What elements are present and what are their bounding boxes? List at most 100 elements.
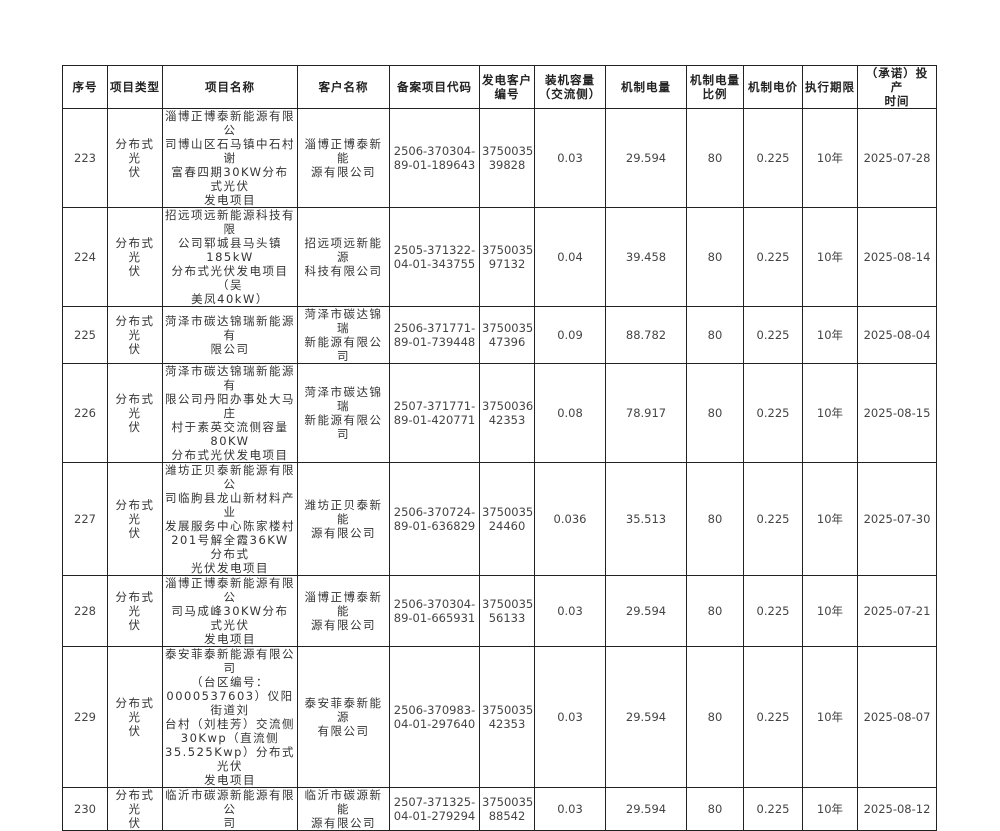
cell-index: 229 <box>62 646 108 788</box>
cell-project-name: 淄博正博泰新能源有限公 司马成峰30KW分布式光伏 发电项目 <box>162 575 298 647</box>
cell-filing-code: 2506-370304- 89-01-665931 <box>389 575 480 647</box>
cell-index: 230 <box>62 787 108 831</box>
header-col-project-name: 项目名称 <box>162 65 298 109</box>
cell-project-type: 分布式光 伏 <box>107 207 163 307</box>
cell-mechanism-price: 0.225 <box>743 646 803 788</box>
cell-term: 10年 <box>802 787 858 831</box>
cell-energy-ratio: 80 <box>686 787 744 831</box>
cell-filing-code: 2507-371325- 04-01-279294 <box>389 787 480 831</box>
cell-mechanism-energy: 29.594 <box>605 787 687 831</box>
cell-capacity: 0.04 <box>534 207 606 307</box>
cell-commission-date: 2025-07-30 <box>857 462 937 576</box>
cell-project-type: 分布式光 伏 <box>107 108 163 208</box>
cell-filing-code: 2506-370304- 89-01-189643 <box>389 108 480 208</box>
cell-energy-ratio: 80 <box>686 462 744 576</box>
cell-mechanism-energy: 29.594 <box>605 646 687 788</box>
cell-term: 10年 <box>802 575 858 647</box>
cell-capacity: 0.03 <box>534 108 606 208</box>
header-col-filing-code: 备案项目代码 <box>389 65 480 109</box>
cell-mechanism-price: 0.225 <box>743 787 803 831</box>
cell-filing-code: 2506-370983- 04-01-297640 <box>389 646 480 788</box>
cell-capacity: 0.09 <box>534 306 606 364</box>
table-row: 224 分布式光 伏招远项远新能源科技有限 公司郓城县马头镇185kW 分布式光伏… <box>62 207 937 307</box>
cell-mechanism-energy: 29.594 <box>605 575 687 647</box>
header-col-capacity: 装机容量 （交流侧） <box>534 65 606 109</box>
cell-energy-ratio: 80 <box>686 207 744 307</box>
cell-index: 224 <box>62 207 108 307</box>
cell-commission-date: 2025-08-14 <box>857 207 937 307</box>
cell-term: 10年 <box>802 207 858 307</box>
cell-filing-code: 2507-371771- 89-01-420771 <box>389 363 480 463</box>
header-col-commission-date: （承诺）投产 时间 <box>857 65 937 109</box>
header-col-project-type: 项目类型 <box>107 65 163 109</box>
table-row: 226 分布式光 伏菏泽市碳达锦瑞新能源有 限公司丹阳办事处大马庄 村于素英交流侧… <box>62 363 937 463</box>
cell-project-name: 淄博正博泰新能源有限公 司博山区石马镇中石村谢 富春四期30KW分布式光伏 发电… <box>162 108 298 208</box>
cell-customer-name: 招远项远新能源 科技有限公司 <box>297 207 390 307</box>
cell-energy-ratio: 80 <box>686 575 744 647</box>
header-col-energy-ratio: 机制电量 比例 <box>686 65 744 109</box>
cell-mechanism-price: 0.225 <box>743 363 803 463</box>
cell-capacity: 0.08 <box>534 363 606 463</box>
cell-term: 10年 <box>802 306 858 364</box>
cell-capacity: 0.03 <box>534 575 606 647</box>
cell-commission-date: 2025-07-28 <box>857 108 937 208</box>
cell-term: 10年 <box>802 462 858 576</box>
header-col-customer-name: 客户名称 <box>297 65 390 109</box>
table-row: 223 分布式光 伏淄博正博泰新能源有限公 司博山区石马镇中石村谢 富春四期30K… <box>62 108 937 208</box>
cell-commission-date: 2025-08-15 <box>857 363 937 463</box>
cell-customer-name: 菏泽市碳达锦瑞 新能源有限公司 <box>297 363 390 463</box>
cell-energy-ratio: 80 <box>686 108 744 208</box>
header-col-term: 执行期限 <box>802 65 858 109</box>
cell-project-name: 招远项远新能源科技有限 公司郓城县马头镇185kW 分布式光伏发电项目（吴 美凤… <box>162 207 298 307</box>
cell-customer-number: 37500357 47396 <box>479 306 535 364</box>
cell-mechanism-energy: 39.458 <box>605 207 687 307</box>
cell-project-type: 分布式光 伏 <box>107 787 163 831</box>
header-col-index: 序号 <box>62 65 108 109</box>
cell-project-type: 分布式光 伏 <box>107 575 163 647</box>
cell-index: 223 <box>62 108 108 208</box>
table-row: 230 分布式光 伏临沂市碳源新能源有限公 司临沂市碳源新能 源有限公司 2507-… <box>62 787 937 831</box>
cell-customer-number: 37500360 42353 <box>479 363 535 463</box>
cell-project-name: 菏泽市碳达锦瑞新能源有 限公司丹阳办事处大马庄 村于素英交流侧容量80KW 分布… <box>162 363 298 463</box>
cell-energy-ratio: 80 <box>686 306 744 364</box>
cell-project-name: 泰安菲泰新能源有限公司 （台区编号： 0000537603）仪阳街道刘 台村（刘… <box>162 646 298 788</box>
cell-customer-name: 泰安菲泰新能源 有限公司 <box>297 646 390 788</box>
cell-project-name: 潍坊正贝泰新能源有限公 司临朐县龙山新材料产业 发展服务中心陈家楼村 201号解… <box>162 462 298 576</box>
cell-customer-name: 临沂市碳源新能 源有限公司 <box>297 787 390 831</box>
cell-mechanism-energy: 88.782 <box>605 306 687 364</box>
cell-project-name: 临沂市碳源新能源有限公 司 <box>162 787 298 831</box>
header-col-mechanism-energy: 机制电量 <box>605 65 687 109</box>
cell-customer-name: 淄博正博泰新能 源有限公司 <box>297 108 390 208</box>
cell-index: 225 <box>62 306 108 364</box>
cell-index: 228 <box>62 575 108 647</box>
cell-customer-number: 37500356 97132 <box>479 207 535 307</box>
cell-mechanism-price: 0.225 <box>743 108 803 208</box>
cell-capacity: 0.036 <box>534 462 606 576</box>
cell-project-type: 分布式光 伏 <box>107 462 163 576</box>
cell-commission-date: 2025-08-12 <box>857 787 937 831</box>
project-table: 序号 项目类型 项目名称 客户名称 备案项目代码 发电客户 编号 装机容量 （交流侧） 机制电… <box>62 65 937 831</box>
cell-project-type: 分布式光 伏 <box>107 363 163 463</box>
cell-mechanism-energy: 78.917 <box>605 363 687 463</box>
cell-project-type: 分布式光 伏 <box>107 646 163 788</box>
cell-capacity: 0.03 <box>534 646 606 788</box>
cell-customer-number: 37500350 24460 <box>479 462 535 576</box>
cell-filing-code: 2506-370724- 89-01-636829 <box>389 462 480 576</box>
cell-project-name: 菏泽市碳达锦瑞新能源有 限公司 <box>162 306 298 364</box>
cell-commission-date: 2025-08-07 <box>857 646 937 788</box>
cell-energy-ratio: 80 <box>686 646 744 788</box>
cell-mechanism-energy: 29.594 <box>605 108 687 208</box>
cell-term: 10年 <box>802 646 858 788</box>
cell-mechanism-price: 0.225 <box>743 575 803 647</box>
cell-customer-name: 潍坊正贝泰新能 源有限公司 <box>297 462 390 576</box>
table-row: 229 分布式光 伏泰安菲泰新能源有限公司 （台区编号： 0000537603）仪… <box>62 646 937 788</box>
table-row: 225 分布式光 伏菏泽市碳达锦瑞新能源有 限公司 菏泽市碳达锦瑞 新能源有限公司 2… <box>62 306 937 364</box>
cell-mechanism-energy: 35.513 <box>605 462 687 576</box>
cell-energy-ratio: 80 <box>686 363 744 463</box>
cell-term: 10年 <box>802 363 858 463</box>
cell-commission-date: 2025-07-21 <box>857 575 937 647</box>
cell-customer-name: 淄博正博泰新能 源有限公司 <box>297 575 390 647</box>
